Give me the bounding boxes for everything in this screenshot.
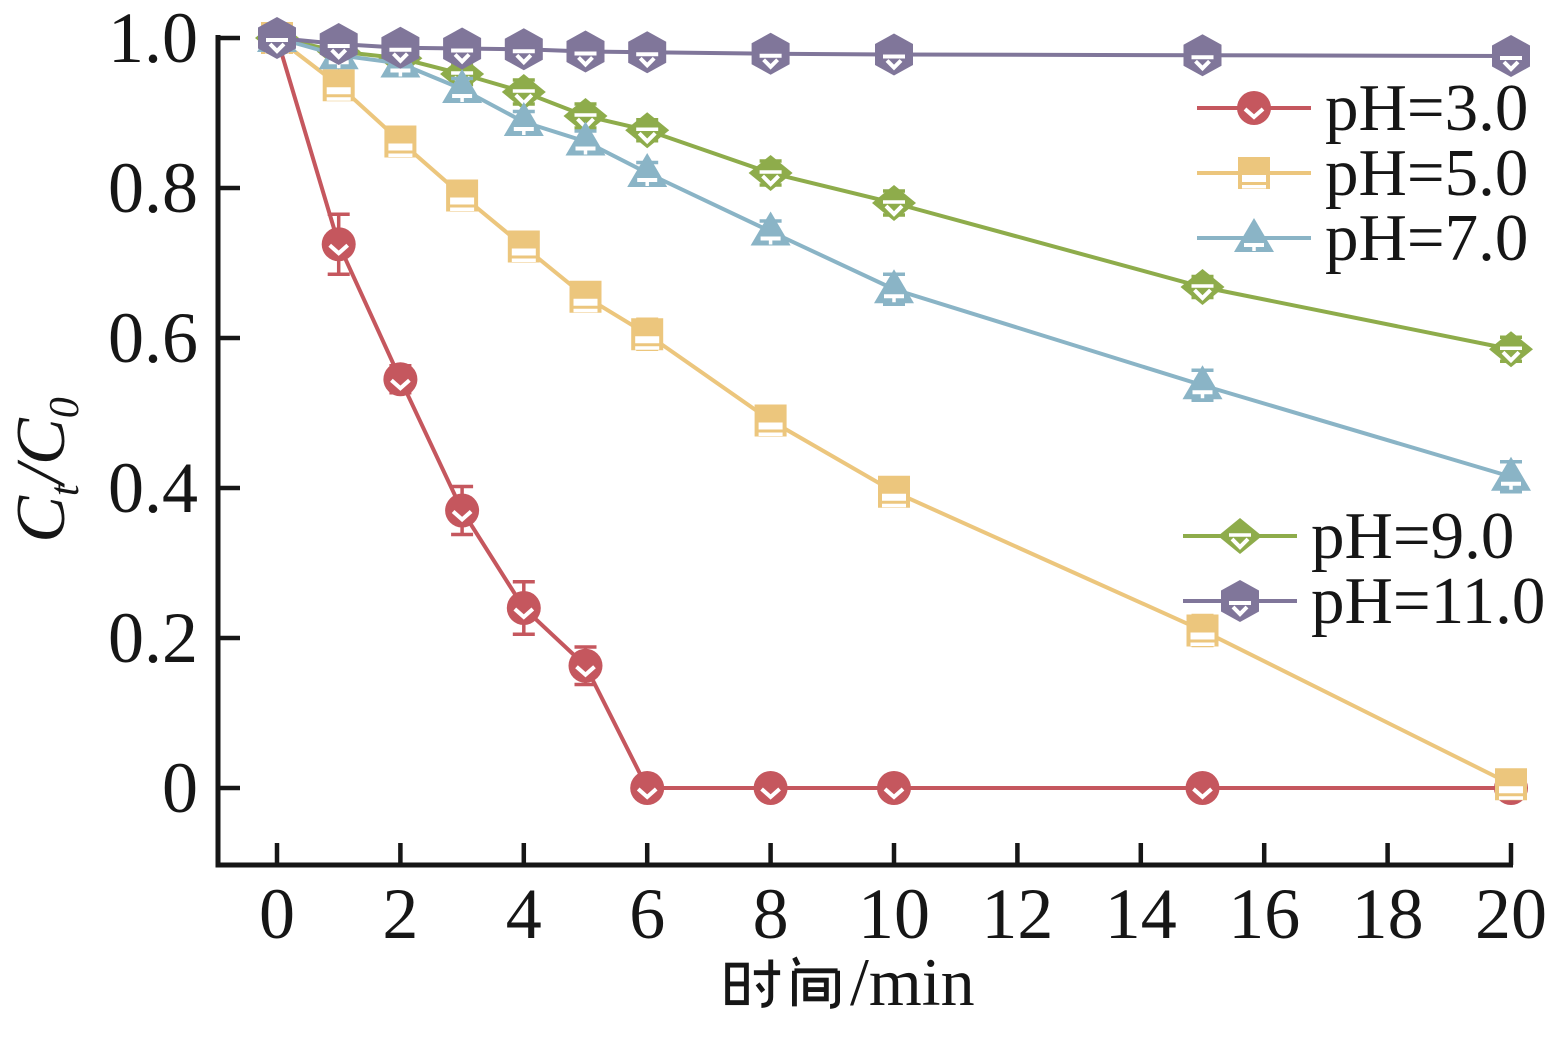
y-axis-title: Ct/C0 xyxy=(0,340,88,600)
legend-item-ph-3-0: pH=3.0 xyxy=(1195,70,1529,145)
x-tick-label: 12 xyxy=(981,874,1053,954)
legend-label: pH=11.0 xyxy=(1311,563,1546,638)
legend-marker-square xyxy=(1197,156,1311,189)
x-tick-label: 4 xyxy=(506,874,542,954)
y-axis-title-sub-t: t xyxy=(42,484,88,497)
x-tick-label: 2 xyxy=(382,874,418,954)
x-tick-label: 20 xyxy=(1475,874,1547,954)
x-axis-title-unit: /min xyxy=(850,944,975,1020)
series-ph-5-0 xyxy=(261,22,1527,801)
x-axis-title: /min xyxy=(722,944,975,1020)
legend-marker-hexagon xyxy=(1183,579,1297,622)
legend-item-ph-9-0: pH=9.0 xyxy=(1181,498,1545,573)
y-tick-label: 1.0 xyxy=(108,0,198,78)
legend-item-ph-7-0: pH=7.0 xyxy=(1195,200,1529,275)
legend-marker-triangle xyxy=(1197,217,1311,252)
legend-label: pH=7.0 xyxy=(1325,200,1529,275)
y-tick-label: 0 xyxy=(162,748,198,828)
legend-item-ph-11-0: pH=11.0 xyxy=(1181,563,1546,638)
y-tick-label: 0.6 xyxy=(108,298,198,378)
y-axis-title-c2: C xyxy=(3,418,80,465)
legend-group-bottom: pH=9.0 pH=11.0 xyxy=(1181,498,1546,638)
y-tick-label: 0.8 xyxy=(108,148,198,228)
y-tick-label: 0.2 xyxy=(108,598,198,678)
y-axis-title-slash: / xyxy=(3,464,80,485)
legend-marker-circle xyxy=(1197,90,1311,125)
y-axis-ticks: 0 0.2 0.4 0.6 0.8 1.0 xyxy=(108,0,240,828)
legend-label: pH=3.0 xyxy=(1325,70,1529,145)
legend-label: pH=9.0 xyxy=(1311,498,1515,573)
x-tick-label: 8 xyxy=(753,874,789,954)
y-axis-title-c1: C xyxy=(3,496,80,543)
x-tick-label: 6 xyxy=(629,874,665,954)
legend-item-ph-5-0: pH=5.0 xyxy=(1195,135,1529,210)
x-tick-label: 0 xyxy=(259,874,295,954)
x-tick-label: 14 xyxy=(1105,874,1177,954)
legend-marker-diamond xyxy=(1183,517,1297,554)
x-tick-label: 18 xyxy=(1352,874,1424,954)
axes xyxy=(215,35,1513,868)
cjk-glyph-shi xyxy=(725,959,781,1008)
x-tick-label: 16 xyxy=(1228,874,1300,954)
y-axis-title-sub-0: 0 xyxy=(42,397,88,419)
x-tick-label: 10 xyxy=(858,874,930,954)
cjk-glyph-jian xyxy=(792,956,840,1009)
y-tick-label: 0.4 xyxy=(108,448,198,528)
legend-group-top: pH=3.0 pH=5.0 pH=7.0 xyxy=(1195,70,1529,275)
series-ph-11-0 xyxy=(258,17,1530,77)
legend-label: pH=5.0 xyxy=(1325,135,1529,210)
x-axis-ticks: 0 2 4 6 8 10 12 14 16 18 20 xyxy=(259,843,1547,954)
